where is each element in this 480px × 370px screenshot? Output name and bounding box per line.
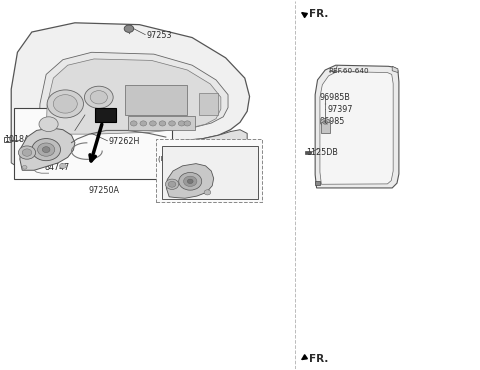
Polygon shape <box>320 71 393 184</box>
Bar <box>305 151 311 154</box>
Circle shape <box>42 147 50 152</box>
Circle shape <box>90 91 108 104</box>
Text: 84747: 84747 <box>187 189 212 198</box>
Circle shape <box>140 121 147 126</box>
Text: 97262H: 97262H <box>108 137 140 146</box>
Text: 1125DB: 1125DB <box>306 148 338 157</box>
Bar <box>125 85 187 115</box>
Text: 97250A: 97250A <box>88 186 119 195</box>
Text: 97261E: 97261E <box>86 111 116 120</box>
Circle shape <box>22 149 32 156</box>
Polygon shape <box>315 65 399 188</box>
Polygon shape <box>392 66 398 73</box>
Circle shape <box>22 165 27 169</box>
Text: FR.: FR. <box>310 9 329 18</box>
Text: (FULL AUTO A/CON): (FULL AUTO A/CON) <box>157 155 227 162</box>
Text: 97250A: 97250A <box>172 159 203 168</box>
Circle shape <box>18 146 36 159</box>
Circle shape <box>178 121 185 126</box>
Circle shape <box>159 121 166 126</box>
Circle shape <box>124 25 134 33</box>
Circle shape <box>39 117 58 132</box>
Bar <box>315 181 320 185</box>
Circle shape <box>323 121 327 124</box>
Circle shape <box>168 181 176 187</box>
Circle shape <box>150 121 156 126</box>
Text: 96985: 96985 <box>320 117 345 126</box>
Circle shape <box>84 86 113 108</box>
Circle shape <box>47 90 84 118</box>
Text: 84747: 84747 <box>45 163 70 172</box>
Polygon shape <box>20 128 75 170</box>
Text: 97397: 97397 <box>327 105 353 114</box>
Bar <box>14 108 172 179</box>
Text: 1018AD: 1018AD <box>4 135 36 144</box>
Bar <box>95 108 116 122</box>
Polygon shape <box>46 59 221 134</box>
Circle shape <box>184 121 191 126</box>
Circle shape <box>60 163 66 168</box>
Bar <box>156 139 262 202</box>
Polygon shape <box>39 52 228 137</box>
Circle shape <box>179 172 202 190</box>
Circle shape <box>187 179 193 184</box>
Bar <box>3 137 11 142</box>
Circle shape <box>321 119 330 126</box>
Polygon shape <box>11 130 247 175</box>
Text: FR.: FR. <box>310 354 329 364</box>
Circle shape <box>204 190 211 195</box>
Bar <box>162 145 258 199</box>
Polygon shape <box>166 164 214 198</box>
Bar <box>322 122 330 133</box>
Bar <box>128 117 194 131</box>
Circle shape <box>165 179 179 189</box>
Bar <box>199 93 218 115</box>
Circle shape <box>131 121 137 126</box>
Text: 96985B: 96985B <box>320 93 351 102</box>
Circle shape <box>168 121 175 126</box>
Circle shape <box>32 138 60 161</box>
Circle shape <box>53 95 77 113</box>
Polygon shape <box>11 23 250 145</box>
Text: REF.60-640: REF.60-640 <box>328 68 369 74</box>
Circle shape <box>37 143 55 156</box>
Text: 97253: 97253 <box>147 31 172 40</box>
Circle shape <box>183 176 197 186</box>
